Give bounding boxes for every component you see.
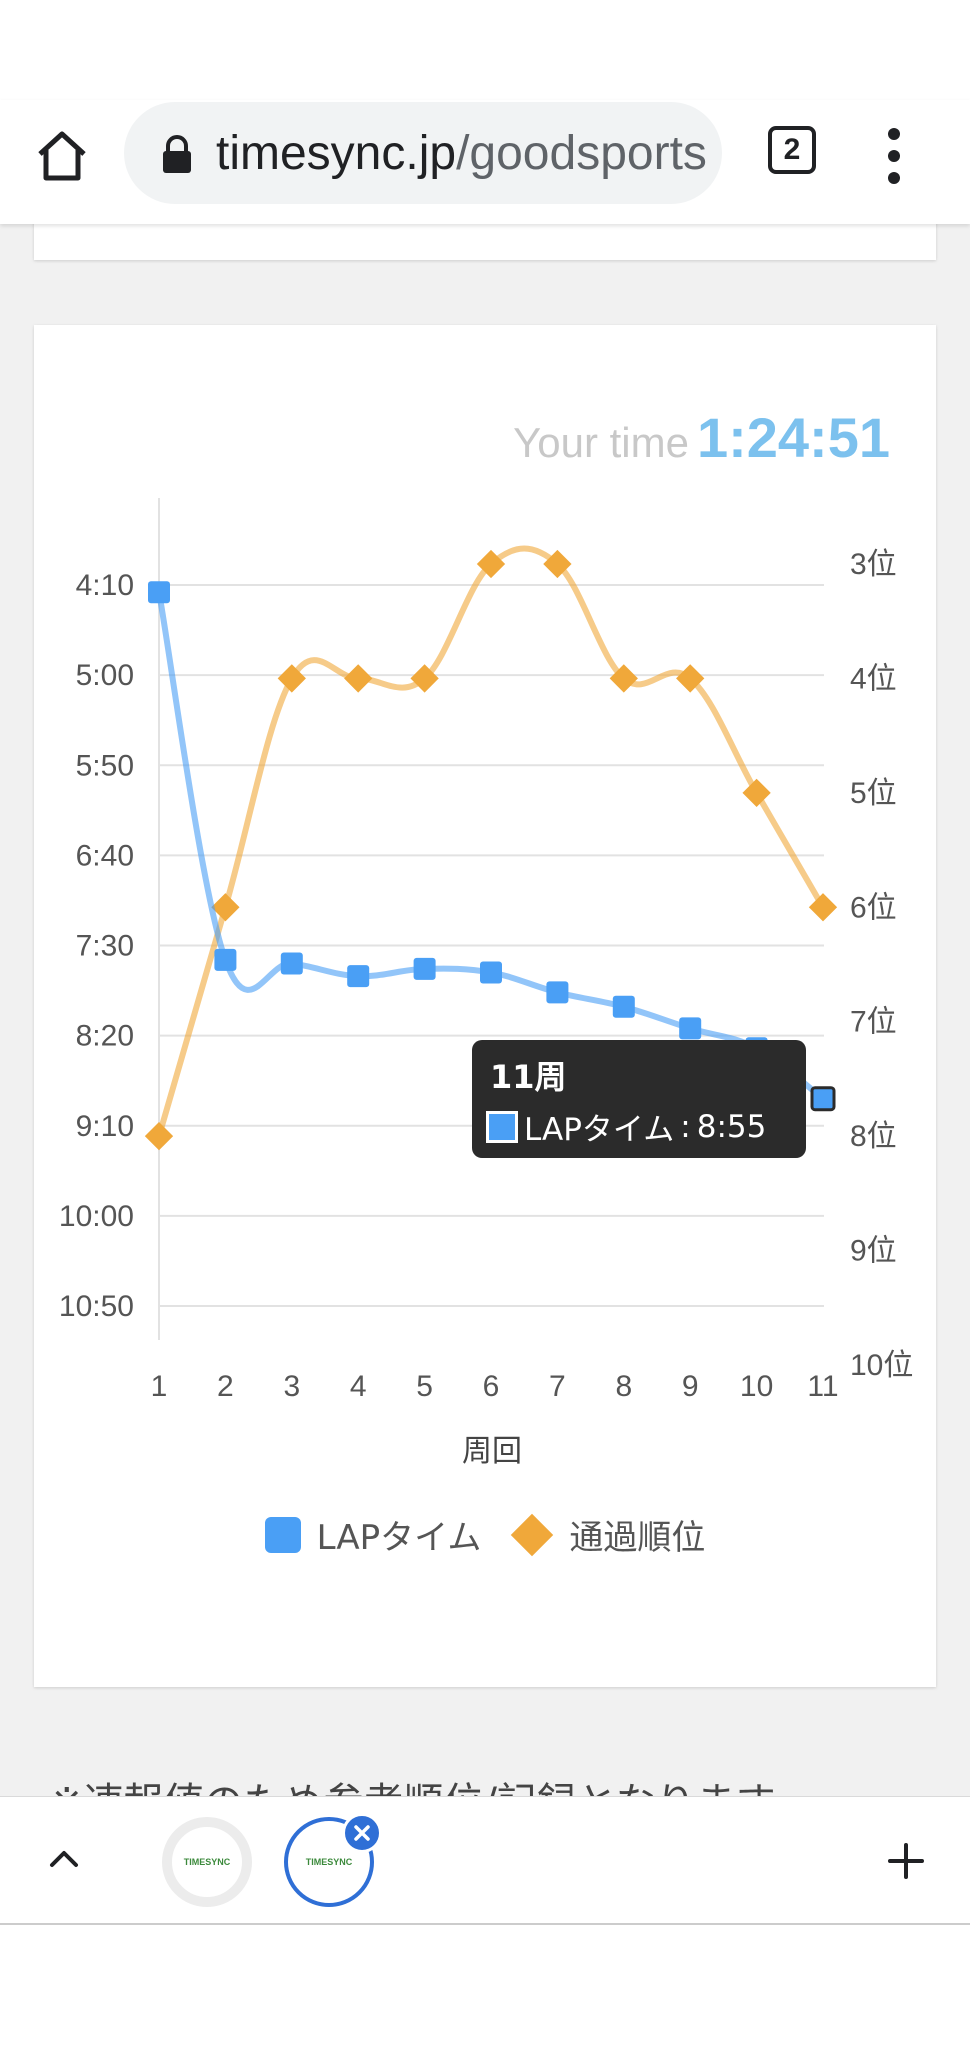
lap-time-point (612, 995, 635, 1018)
more-menu-icon[interactable] (880, 126, 910, 186)
legend-swatch-rank (511, 1513, 554, 1556)
left-tick-label: 10:50 (59, 1290, 134, 1323)
lap-time-point (810, 1086, 836, 1112)
chart-legend: LAPタイム 通過順位 (34, 1510, 936, 1559)
your-time: Your time 1:24:51 (513, 405, 890, 470)
lock-icon (163, 135, 191, 173)
left-tick-label: 5:50 (76, 749, 134, 782)
rank-point (808, 893, 838, 922)
x-tick-label: 6 (483, 1370, 500, 1403)
close-tab-button[interactable] (342, 1813, 382, 1853)
lap-time-point (413, 957, 436, 980)
legend-item-lap[interactable]: LAPタイム (264, 1510, 482, 1559)
chart-tooltip: 11周 LAPタイム: 8:55 (472, 1040, 806, 1158)
tab-count: 2 (768, 126, 816, 174)
rank-point (277, 664, 306, 693)
left-tick-label: 4:10 (76, 569, 134, 602)
right-tick-label: 10位 (850, 1349, 913, 1382)
tooltip-title: 11周 (490, 1058, 567, 1096)
lap-time-point (280, 952, 303, 975)
right-tick-label: 7位 (850, 1006, 897, 1039)
legend-label-lap: LAPタイム (316, 1518, 482, 1558)
left-tick-label: 10:00 (59, 1200, 134, 1233)
url-path: /goodsports (456, 127, 707, 180)
lap-time-line (156, 591, 825, 1102)
tooltip-swatch (486, 1110, 518, 1143)
series-lap-time (148, 581, 836, 1112)
right-tick-label: 4位 (850, 662, 897, 695)
rank-point (344, 664, 373, 693)
x-axis-title: 周回 (462, 1434, 522, 1469)
chevron-up-icon[interactable] (44, 1839, 84, 1879)
x-tick-label: 3 (283, 1370, 300, 1403)
rank-point (609, 664, 638, 693)
home-icon (38, 131, 86, 181)
lap-chart-card: Your time 1:24:51 4:10 5:00 5:50 6:40 7:30 8:2… (34, 325, 936, 1687)
x-tick-label: 2 (217, 1370, 234, 1403)
right-tick-label: 9位 (850, 1235, 897, 1268)
tooltip-series-label: LAPタイム (524, 1112, 675, 1148)
tab-switcher-button[interactable]: 2 (768, 126, 822, 180)
tab-thumbnail-1-logo: TIMESYNC (183, 1857, 231, 1867)
rank-point (742, 778, 771, 807)
tab-strip: TIMESYNC TIMESYNC (0, 1796, 970, 1925)
right-tick-label: 5位 (850, 777, 897, 810)
home-button[interactable] (30, 124, 94, 188)
lap-time-point (214, 948, 237, 971)
left-tick-label: 8:20 (76, 1020, 134, 1053)
status-bar (0, 0, 970, 100)
your-time-value: 1:24:51 (696, 406, 890, 469)
bottom-area (0, 1924, 970, 2048)
tab-thumbnail-2-logo: TIMESYNC (305, 1857, 353, 1867)
legend-swatch-lap (264, 1516, 301, 1553)
x-tick-label: 9 (682, 1370, 699, 1403)
x-tick-label: 5 (416, 1370, 433, 1403)
legend-item-rank[interactable]: 通過順位 (511, 1510, 705, 1559)
left-tick-label: 9:10 (76, 1110, 134, 1143)
right-axis-ticks: 3位 4位 5位 6位 7位 8位 9位 10位 (850, 548, 913, 1382)
url-text: timesync.jp/goodsports (216, 126, 707, 181)
tooltip-value: 8:55 (696, 1108, 767, 1145)
rank-point (676, 664, 705, 693)
lap-time-point (480, 961, 502, 984)
url-host: timesync.jp (216, 127, 457, 180)
right-tick-label: 6位 (850, 891, 897, 924)
rank-point (410, 664, 439, 693)
x-axis-ticks: 1 2 3 4 5 6 7 8 9 10 11 (151, 1370, 839, 1403)
plus-icon[interactable] (886, 1841, 926, 1881)
rank-point (543, 549, 572, 579)
tooltip-row: LAPタイム: 8:55 (486, 1104, 766, 1149)
address-bar[interactable]: timesync.jp/goodsports (124, 102, 722, 204)
left-axis-ticks: 4:10 5:00 5:50 6:40 7:30 8:20 9:10 10:00 10:50 (59, 569, 134, 1323)
chart-grid (158, 498, 824, 1340)
series-rank (144, 545, 838, 1151)
left-tick-label: 7:30 (76, 930, 134, 963)
lap-time-point (148, 581, 170, 604)
rank-line (156, 545, 826, 1137)
x-tick-label: 10 (740, 1370, 773, 1403)
x-tick-label: 8 (615, 1370, 632, 1403)
browser-toolbar: timesync.jp/goodsports 2 (0, 100, 970, 224)
x-tick-label: 7 (549, 1370, 566, 1403)
tooltip-separator: : (680, 1108, 691, 1145)
close-icon (354, 1825, 370, 1841)
rank-point (476, 549, 506, 579)
x-tick-label: 11 (807, 1370, 838, 1403)
right-tick-label: 3位 (850, 548, 897, 581)
rank-point (211, 893, 240, 922)
right-tick-label: 8位 (850, 1120, 897, 1153)
lap-time-point (347, 965, 370, 988)
your-time-label: Your time (513, 419, 689, 466)
legend-label-rank: 通過順位 (569, 1518, 706, 1558)
x-tick-label: 1 (151, 1370, 168, 1403)
x-tick-label: 4 (350, 1370, 367, 1403)
left-tick-label: 6:40 (76, 839, 134, 872)
tab-thumbnail-1[interactable]: TIMESYNC (162, 1817, 252, 1907)
lap-time-point (546, 981, 569, 1004)
lap-time-point (679, 1017, 702, 1040)
left-tick-label: 5:00 (76, 659, 134, 692)
